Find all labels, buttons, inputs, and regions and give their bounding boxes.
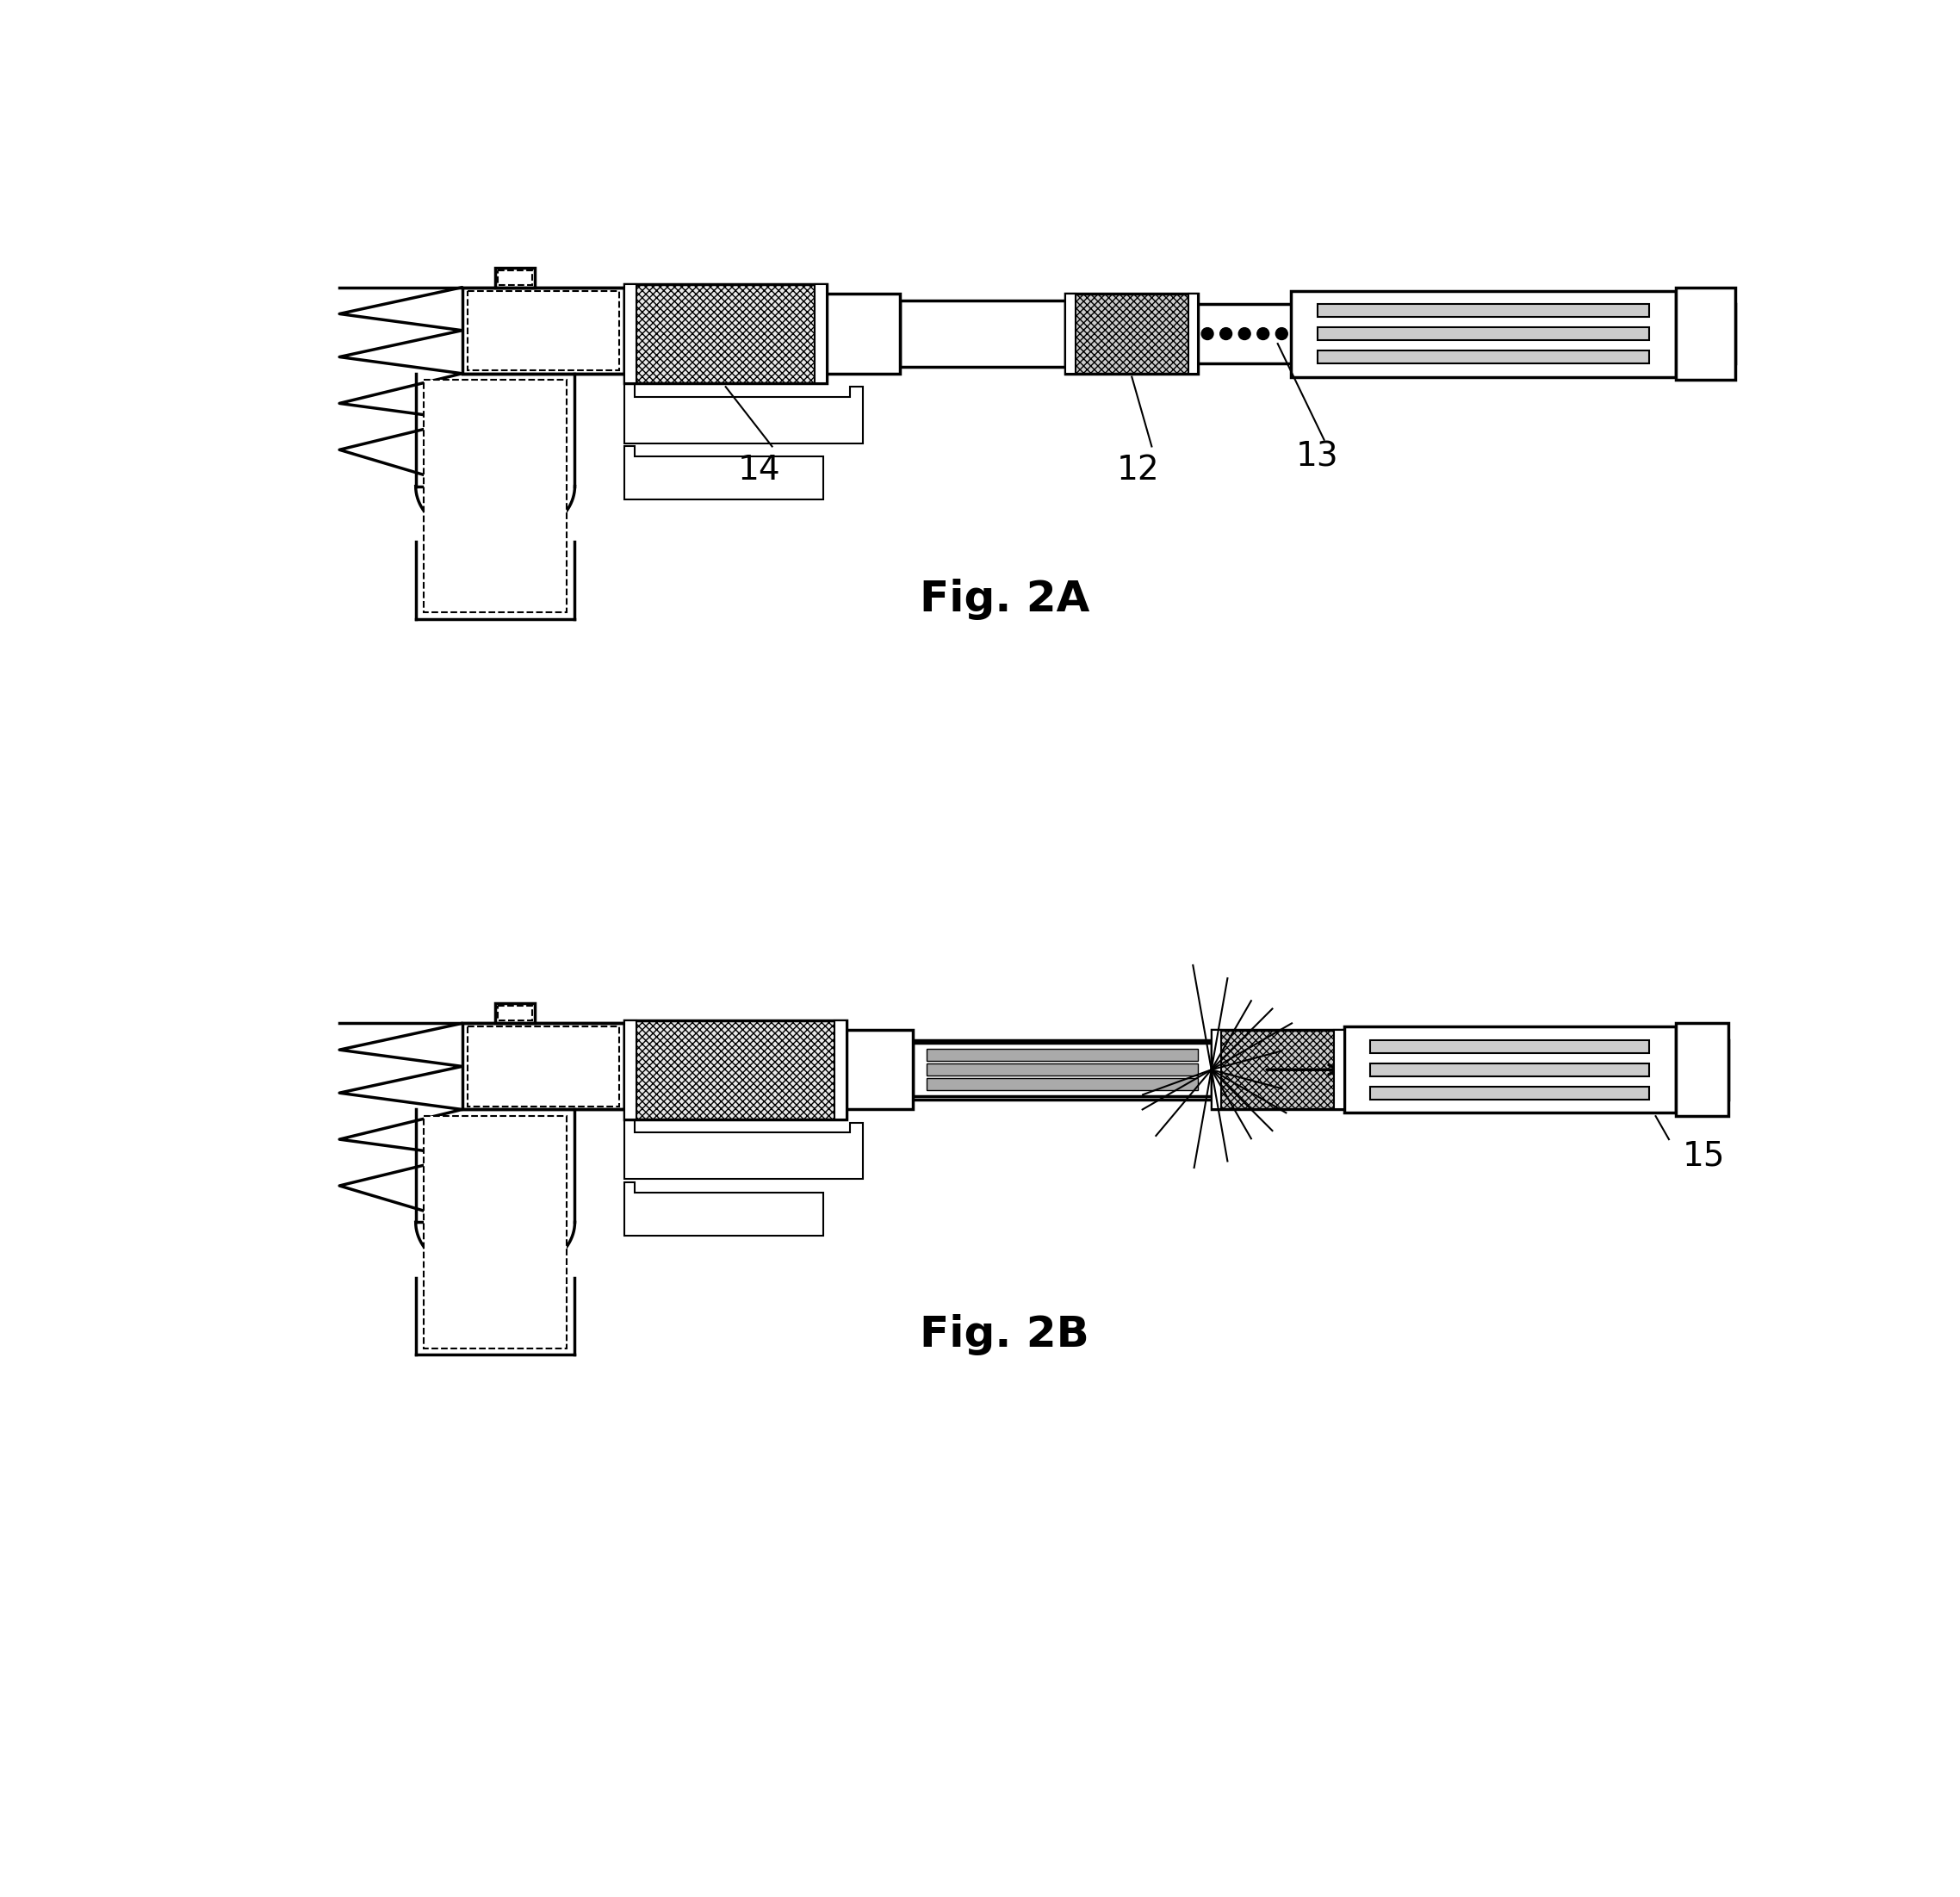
Bar [1370,1040,1648,1053]
Bar [835,1021,847,1119]
Bar [625,285,637,383]
Bar [1676,286,1735,379]
Bar [625,1021,637,1119]
Text: Fig. 2B: Fig. 2B [919,1315,1090,1356]
Bar [1317,326,1648,340]
Bar [1211,1030,1345,1110]
Text: 14: 14 [737,453,780,486]
Bar [927,1064,1198,1076]
Polygon shape [625,446,823,499]
Bar [1317,304,1648,317]
Bar [1292,290,1676,378]
Circle shape [1219,328,1233,340]
Bar [1188,294,1198,374]
Bar [498,1005,533,1021]
Bar [927,1049,1198,1060]
Bar [1345,1026,1676,1114]
Circle shape [1239,328,1250,340]
Bar [1370,1062,1648,1076]
Bar [1370,1087,1648,1100]
Bar [625,1040,1729,1100]
Bar [900,300,1066,366]
Bar [463,286,625,374]
Circle shape [1256,328,1268,340]
Bar [927,1077,1198,1091]
Bar [466,1026,619,1106]
Polygon shape [625,1114,862,1180]
Circle shape [1276,328,1288,340]
Bar [498,269,533,285]
Polygon shape [625,378,862,444]
Bar [1317,351,1648,364]
Bar [1335,1030,1345,1110]
Text: 15: 15 [1682,1140,1725,1172]
Bar [913,1043,1211,1096]
Bar [827,294,900,374]
Polygon shape [625,1182,823,1235]
Bar [625,304,1735,364]
Bar [1066,294,1076,374]
Bar [423,1115,566,1349]
Bar [423,379,566,613]
Bar [1676,1022,1729,1115]
Text: 13: 13 [1296,440,1339,472]
Bar [463,1022,625,1110]
Bar [466,290,619,370]
Bar [625,285,827,383]
Circle shape [1201,328,1213,340]
Bar [496,1004,535,1022]
Text: 12: 12 [1117,453,1160,486]
Bar [847,1030,913,1110]
Text: Fig. 2A: Fig. 2A [919,579,1090,620]
Bar [1211,1030,1221,1110]
Bar [625,1021,847,1119]
Bar [496,267,535,286]
Bar [1066,294,1198,374]
Bar [815,285,827,383]
